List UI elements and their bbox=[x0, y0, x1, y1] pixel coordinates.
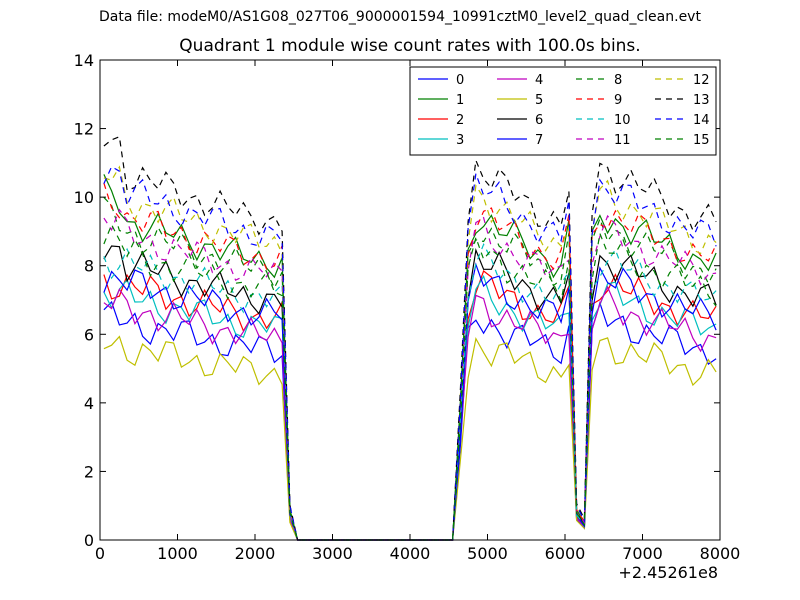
chart-title: Quadrant 1 module wise count rates with … bbox=[179, 36, 641, 56]
series-3-line bbox=[103, 274, 717, 541]
x-tick-label: 5000 bbox=[467, 544, 508, 563]
series-11-line bbox=[103, 208, 717, 541]
series-15-line bbox=[103, 223, 717, 541]
legend-label-10: 10 bbox=[614, 113, 631, 128]
series-14-line bbox=[103, 165, 717, 541]
series-9-line bbox=[103, 182, 717, 541]
y-tick-label: 8 bbox=[84, 257, 94, 276]
y-tick-label: 14 bbox=[74, 51, 94, 70]
x-tick-label: 6000 bbox=[545, 544, 586, 563]
x-tick-label: 2000 bbox=[235, 544, 276, 563]
x-tick-label: 7000 bbox=[622, 544, 663, 563]
x-tick-label: 1000 bbox=[157, 544, 198, 563]
legend-label-11: 11 bbox=[614, 133, 631, 148]
legend-box bbox=[409, 66, 717, 156]
legend-label-15: 15 bbox=[693, 133, 710, 148]
y-tick-label: 4 bbox=[84, 394, 94, 413]
series-10-line bbox=[103, 242, 717, 541]
x-tick-label: 4000 bbox=[390, 544, 431, 563]
series-8-line bbox=[103, 196, 717, 541]
x-tick-label: 8000 bbox=[700, 544, 741, 563]
series-4-line bbox=[103, 285, 717, 541]
series-13-line bbox=[103, 135, 717, 541]
y-tick-label: 0 bbox=[84, 531, 94, 550]
plot-lines bbox=[103, 135, 717, 541]
series-0-line bbox=[103, 300, 717, 541]
legend-label-14: 14 bbox=[693, 113, 710, 128]
x-tick-label: 3000 bbox=[312, 544, 353, 563]
legend-label-6: 6 bbox=[535, 113, 543, 128]
legend-label-2: 2 bbox=[456, 113, 464, 128]
legend-label-12: 12 bbox=[693, 73, 710, 88]
y-tick-label: 6 bbox=[84, 325, 94, 344]
legend-label-4: 4 bbox=[535, 73, 543, 88]
legend-label-0: 0 bbox=[456, 73, 464, 88]
legend-label-7: 7 bbox=[535, 133, 543, 148]
legend-label-5: 5 bbox=[535, 93, 543, 108]
series-6-line bbox=[103, 245, 717, 541]
x-tick-label: 0 bbox=[95, 544, 105, 563]
x-offset-label: +2.45261e8 bbox=[618, 563, 718, 582]
figure-suptitle: Data file: modeM0/AS1G08_027T06_90000015… bbox=[99, 9, 701, 25]
legend-label-9: 9 bbox=[614, 93, 622, 108]
series-5-line bbox=[103, 335, 717, 541]
y-tick-label: 12 bbox=[74, 120, 94, 139]
legend-label-3: 3 bbox=[456, 133, 464, 148]
y-tick-label: 2 bbox=[84, 462, 94, 481]
axis-ticks: 0 1000 2000 3000 4000 5000 6000 7000 80000246810… bbox=[74, 51, 741, 563]
legend-label-1: 1 bbox=[456, 93, 464, 108]
legend-label-13: 13 bbox=[693, 93, 710, 108]
y-tick-label: 10 bbox=[74, 188, 94, 207]
series-12-line bbox=[103, 165, 717, 541]
legend-label-8: 8 bbox=[614, 73, 622, 88]
